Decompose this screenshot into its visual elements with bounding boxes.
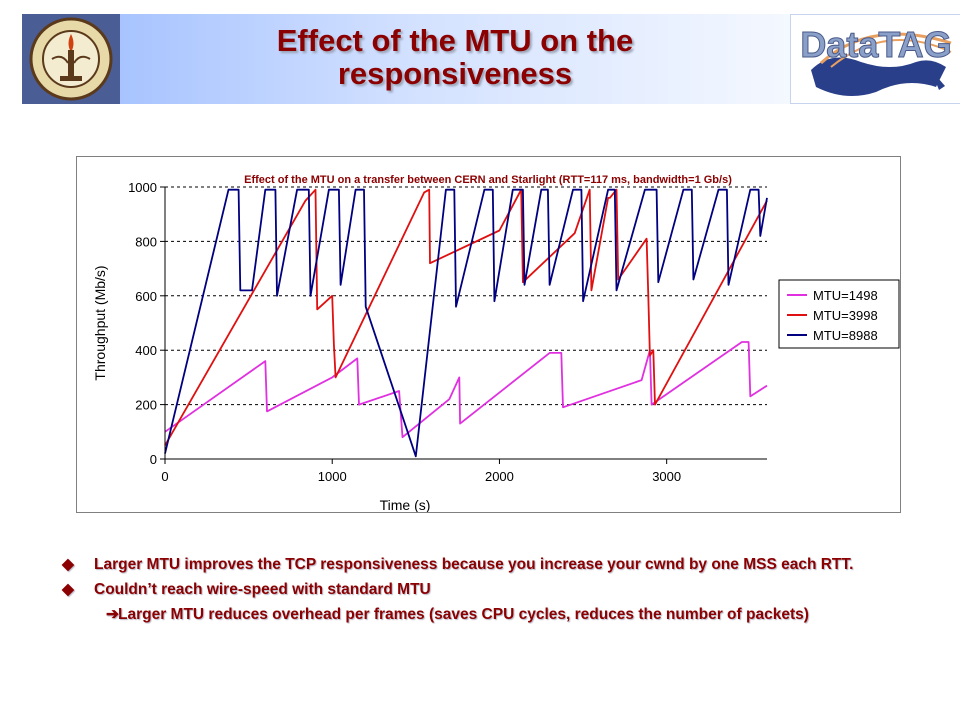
x-tick-label: 1000: [318, 469, 347, 484]
bullet-text: Couldn’t reach wire-speed with standard …: [94, 581, 431, 598]
x-axis-label: Time (s): [380, 497, 431, 512]
y-tick-label: 400: [135, 343, 157, 358]
y-tick-label: 1000: [128, 180, 157, 195]
bullet-item: ◆ Larger MTU improves the TCP responsive…: [60, 556, 940, 573]
legend-label: MTU=3998: [813, 308, 878, 323]
legend-label: MTU=8988: [813, 328, 878, 343]
series-line-2: [164, 188, 768, 446]
ticks: 0 200 400 600 800 1000 0 1000 2000 3000: [128, 180, 681, 484]
chart-title: Effect of the MTU on a transfer between …: [244, 174, 732, 186]
sub-bullet-item: ➔ Larger MTU reduces overhead per frames…: [60, 606, 940, 623]
arrow-bullet-icon: ➔: [106, 606, 119, 623]
series-line-3: [164, 188, 768, 458]
bullet-item: ◆ Couldn’t reach wire-speed with standar…: [60, 581, 940, 598]
y-axis-label: Throughput (Mb/s): [92, 265, 108, 380]
datatag-logo: DataTAG: [790, 14, 960, 104]
x-tick-label: 3000: [652, 469, 681, 484]
bullet-text: Larger MTU improves the TCP responsivene…: [94, 556, 854, 573]
x-tick-label: 0: [161, 469, 168, 484]
page-title: Effect of the MTU on the responsiveness: [276, 23, 634, 91]
x-tick-label: 2000: [485, 469, 514, 484]
sub-bullet-text: Larger MTU reduces overhead per frames (…: [118, 606, 809, 623]
legend-label: MTU=1498: [813, 288, 878, 303]
header: Effect of the MTU on the responsiveness …: [22, 14, 960, 104]
y-tick-label: 800: [135, 234, 157, 249]
series-line-1: [164, 341, 768, 439]
grid: [165, 186, 767, 406]
chart-frame: Effect of the MTU on a transfer between …: [76, 156, 901, 513]
y-tick-label: 0: [150, 452, 157, 467]
y-tick-label: 200: [135, 398, 157, 413]
chart: Effect of the MTU on a transfer between …: [92, 174, 900, 512]
title-band: [120, 14, 790, 104]
legend: MTU=1498 MTU=3998 MTU=8988: [778, 279, 900, 349]
y-tick-label: 600: [135, 289, 157, 304]
series-layer: [164, 188, 768, 458]
diamond-bullet-icon: ◆: [62, 581, 74, 598]
svg-text:DataTAG: DataTAG: [800, 24, 951, 65]
bullet-list: ◆ Larger MTU improves the TCP responsive…: [60, 556, 940, 623]
caltech-seal-logo: [22, 14, 120, 104]
diamond-bullet-icon: ◆: [62, 556, 74, 573]
